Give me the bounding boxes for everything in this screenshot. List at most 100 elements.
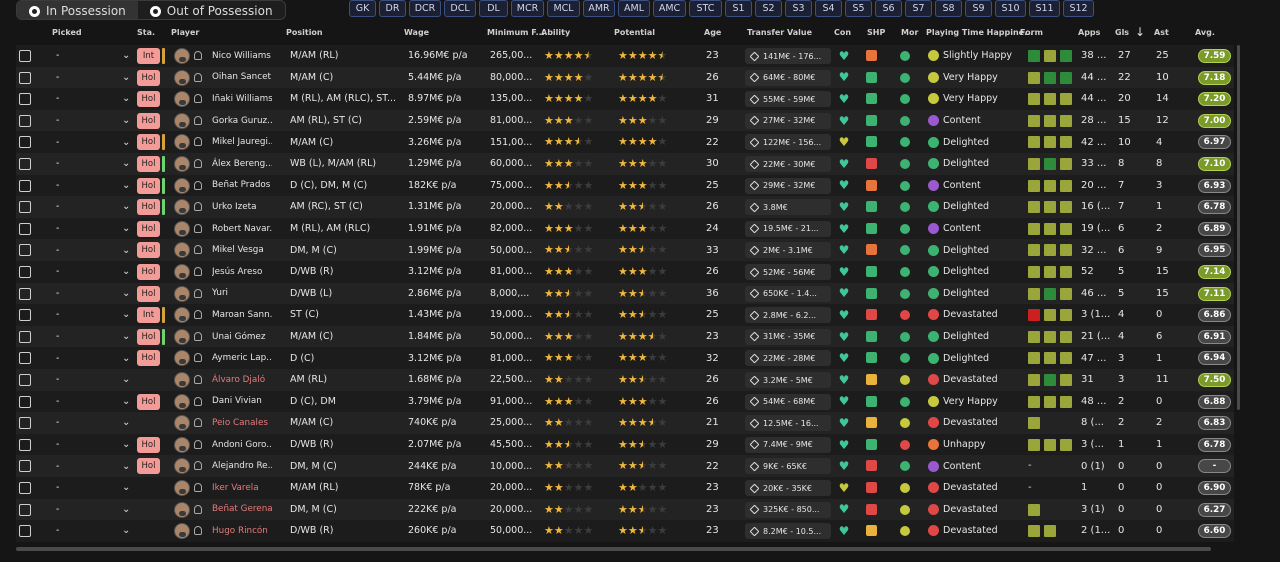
table-row[interactable]: - ⌄ Iker Varela M/AM (RL) 78K€ p/a 20,000... ★…: [16, 477, 1234, 499]
player-name[interactable]: Beñat Prados: [212, 180, 271, 191]
table-row[interactable]: - ⌄ Hol Urko Izeta AM (RC), ST (C) 1.31M€ p/a…: [16, 196, 1234, 218]
status-badge[interactable]: Hol: [137, 264, 160, 280]
player-name[interactable]: Iker Varela: [212, 482, 259, 493]
select-checkbox[interactable]: [19, 460, 31, 473]
avatar[interactable]: [174, 393, 190, 410]
player-name[interactable]: Alejandro Re...: [212, 461, 272, 472]
status-badge[interactable]: Hol: [137, 393, 160, 410]
select-checkbox[interactable]: [19, 266, 31, 278]
position-filter-s2[interactable]: S2: [755, 0, 782, 17]
chevron-down-icon[interactable]: ⌄: [122, 417, 131, 429]
col-assists[interactable]: Ast: [1154, 28, 1169, 37]
avatar[interactable]: [174, 69, 190, 86]
chevron-down-icon[interactable]: ⌄: [122, 71, 131, 83]
status-badge[interactable]: Hol: [137, 177, 160, 194]
select-checkbox[interactable]: [19, 503, 31, 516]
tab-out-of-possession[interactable]: Out of Possession: [138, 1, 285, 19]
avatar[interactable]: [174, 177, 190, 194]
select-checkbox[interactable]: [19, 158, 31, 170]
col-position[interactable]: Position: [286, 28, 323, 37]
player-name[interactable]: Beñat Gerena...: [212, 504, 272, 515]
player-name[interactable]: Aymeric Lap...: [212, 353, 272, 364]
chevron-down-icon[interactable]: ⌄: [122, 374, 131, 386]
player-name[interactable]: Hugo Rincón: [212, 525, 268, 536]
chevron-down-icon[interactable]: ⌄: [122, 266, 131, 278]
chevron-down-icon[interactable]: ⌄: [122, 395, 131, 407]
avatar[interactable]: [174, 134, 190, 151]
table-row[interactable]: - ⌄ Hol Yuri D/WB (L) 2.86M€ p/a 8,000,... ★ ★ ★ ★…: [16, 282, 1234, 305]
chevron-down-icon[interactable]: ⌄: [122, 287, 131, 299]
position-filter-s10[interactable]: S10: [995, 0, 1026, 17]
avatar[interactable]: [174, 372, 190, 388]
player-name[interactable]: Gorka Guruz...: [212, 115, 272, 126]
avatar[interactable]: [174, 199, 190, 216]
sort-desc-icon[interactable]: ↓: [1135, 25, 1146, 39]
chevron-down-icon[interactable]: ⌄: [122, 439, 131, 451]
table-row[interactable]: - ⌄ Hol Robert Navar... M (RL), AM (RLC) 1.91…: [16, 217, 1234, 240]
table-row[interactable]: - ⌄ Hol Andoni Goro... D/WB (R) 2.07M€ p/a 45,…: [16, 433, 1234, 456]
chevron-down-icon[interactable]: ⌄: [122, 352, 131, 364]
select-checkbox[interactable]: [19, 525, 31, 538]
position-filter-amr[interactable]: AMR: [583, 0, 615, 17]
position-filter-amc[interactable]: AMC: [653, 0, 686, 17]
table-row[interactable]: - ⌄ Hol Iñaki Williams M (RL), AM (RLC), ST.…: [16, 88, 1234, 110]
horizontal-scrollbar[interactable]: [16, 547, 1211, 551]
chevron-down-icon[interactable]: ⌄: [122, 179, 131, 191]
table-row[interactable]: - ⌄ Hol Alejandro Re... DM, M (C) 244K€ p/a 10…: [16, 455, 1234, 477]
vertical-scrollbar[interactable]: [1237, 45, 1240, 410]
select-checkbox[interactable]: [19, 352, 31, 365]
select-checkbox[interactable]: [19, 136, 31, 149]
position-filter-dr[interactable]: DR: [379, 0, 406, 17]
player-name[interactable]: Álvaro Djaló: [212, 374, 266, 385]
avatar[interactable]: [174, 48, 190, 64]
player-name[interactable]: Robert Navar...: [212, 223, 272, 234]
chevron-down-icon[interactable]: ⌄: [122, 331, 131, 343]
status-badge[interactable]: Int: [137, 48, 160, 64]
chevron-down-icon[interactable]: ⌄: [122, 525, 131, 537]
player-name[interactable]: Peio Canales: [212, 417, 268, 428]
table-row[interactable]: - ⌄ Int Nico Williams M/AM (RL) 16.96M€ p/a 26…: [16, 45, 1234, 67]
select-checkbox[interactable]: [19, 179, 31, 192]
avatar[interactable]: [174, 415, 190, 432]
select-checkbox[interactable]: [19, 50, 31, 62]
status-badge[interactable]: Hol: [137, 199, 160, 216]
avatar[interactable]: [174, 436, 190, 453]
player-name[interactable]: Unai Gómez: [212, 331, 266, 342]
status-badge[interactable]: Hol: [137, 458, 160, 475]
player-name[interactable]: Maroan Sann...: [212, 309, 272, 320]
select-checkbox[interactable]: [19, 201, 31, 214]
avatar[interactable]: [174, 350, 190, 367]
table-row[interactable]: - ⌄ Álvaro Djaló AM (RL) 1.68M€ p/a 22,500...…: [16, 369, 1234, 391]
col-ability[interactable]: Ability: [541, 28, 571, 37]
table-row[interactable]: - ⌄ Int Maroan Sann... ST (C) 1.43M€ p/a 19,00…: [16, 304, 1234, 326]
chevron-down-icon[interactable]: ⌄: [122, 158, 131, 170]
player-name[interactable]: Nico Williams: [212, 50, 271, 61]
status-badge[interactable]: Hol: [137, 242, 160, 259]
status-badge[interactable]: Hol: [137, 285, 160, 302]
avatar[interactable]: [174, 156, 190, 172]
position-filter-s9[interactable]: S9: [965, 0, 992, 17]
position-filter-s4[interactable]: S4: [815, 0, 842, 17]
select-checkbox[interactable]: [19, 374, 31, 386]
col-wage[interactable]: Wage: [404, 28, 430, 37]
table-row[interactable]: - ⌄ Hol Beñat Prados D (C), DM, M (C) 182K€ p…: [16, 174, 1234, 197]
chevron-down-icon[interactable]: ⌄: [122, 244, 131, 256]
chevron-down-icon[interactable]: ⌄: [122, 482, 131, 494]
avatar[interactable]: [174, 220, 190, 237]
position-filter-mcr[interactable]: MCR: [511, 0, 544, 17]
player-name[interactable]: Mikel Vesga: [212, 245, 264, 256]
col-apps[interactable]: Apps: [1078, 28, 1101, 37]
status-badge[interactable]: Hol: [137, 134, 160, 151]
position-filter-s6[interactable]: S6: [875, 0, 902, 17]
chevron-down-icon[interactable]: ⌄: [122, 223, 131, 235]
position-filter-s8[interactable]: S8: [935, 0, 962, 17]
select-checkbox[interactable]: [19, 438, 31, 451]
status-badge[interactable]: Hol: [137, 220, 160, 237]
table-row[interactable]: - ⌄ Hol Gorka Guruz... AM (RL), ST (C) 2.59M€…: [16, 109, 1234, 132]
avatar[interactable]: [174, 285, 190, 302]
col-picked[interactable]: Picked: [52, 28, 82, 37]
position-filter-s12[interactable]: S12: [1063, 0, 1094, 17]
position-filter-mcl[interactable]: MCL: [547, 0, 580, 17]
avatar[interactable]: [174, 307, 190, 324]
status-badge[interactable]: Hol: [137, 436, 160, 453]
